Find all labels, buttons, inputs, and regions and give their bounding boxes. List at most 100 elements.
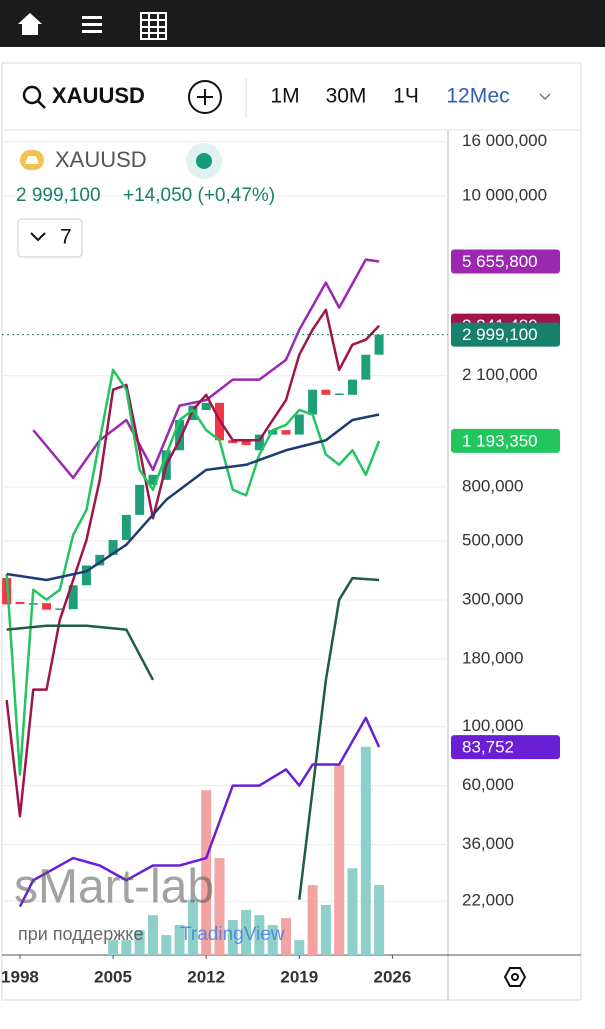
volume-bar — [241, 909, 252, 955]
interval[interactable]: 30M — [326, 85, 367, 108]
candle-body — [361, 354, 371, 380]
x-tick-label: 2019 — [280, 967, 318, 986]
candle-body — [374, 334, 384, 355]
candle-body — [15, 601, 25, 604]
home-icon[interactable] — [18, 13, 42, 35]
interval[interactable]: 1Ч — [393, 85, 419, 108]
y-tick-label: 180,000 — [462, 648, 523, 667]
x-tick-label: 2012 — [187, 967, 225, 986]
dropdown-icon[interactable] — [539, 93, 551, 101]
candle-body — [241, 440, 251, 446]
chart-panel — [1, 62, 582, 1001]
candle-body — [308, 389, 318, 415]
volume-bar — [134, 930, 145, 955]
price-tag-label: 83,752 — [462, 738, 514, 757]
legend-price: 2 999,100 — [16, 185, 101, 206]
volume-bar — [360, 746, 371, 955]
y-tick-label: 500,000 — [462, 531, 523, 550]
candle-body — [108, 540, 118, 555]
y-tick-label: 60,000 — [462, 775, 514, 794]
price-tag — [451, 322, 560, 347]
volume-bar — [147, 915, 158, 955]
indicators-toggle[interactable] — [17, 218, 83, 258]
candle-body — [81, 565, 91, 586]
y-tick-label: 10 000,000 — [462, 185, 547, 204]
candle-body — [42, 603, 52, 610]
interval[interactable]: 1M — [270, 85, 299, 108]
settings-icon[interactable] — [503, 967, 527, 987]
candle-body — [254, 434, 264, 451]
indicator-line — [32, 258, 380, 480]
volume-bar — [374, 885, 385, 955]
indicators-count[interactable]: 7 — [60, 226, 72, 249]
legend-symbol: XAUUSD — [55, 147, 147, 172]
candle-body — [55, 608, 65, 610]
add-button[interactable] — [188, 80, 222, 114]
indicator-line — [18, 716, 381, 908]
volume-bar — [254, 915, 265, 955]
candle-body — [121, 514, 131, 541]
interval-active[interactable]: 12Мес — [446, 85, 509, 108]
candle-body — [347, 379, 357, 395]
volume-bar — [294, 940, 305, 955]
candle-body — [201, 402, 211, 410]
x-tick-label: 2005 — [94, 967, 132, 986]
plot — [2, 141, 448, 959]
y-tick-label: 22,000 — [462, 891, 514, 910]
candle-body — [135, 484, 145, 515]
price-tag — [451, 735, 560, 760]
candle-body — [334, 393, 344, 395]
volume-bar — [161, 935, 172, 955]
x-tick-label: 1998 — [1, 967, 39, 986]
candle-body — [321, 389, 331, 395]
volume-bar — [108, 940, 119, 955]
watermark-provider: TradingView — [180, 924, 285, 945]
candle-body — [148, 474, 158, 485]
candle-body — [68, 585, 78, 610]
price-tag-label: 2 999,100 — [462, 325, 538, 344]
candle-body — [294, 414, 304, 435]
calendar-icon[interactable] — [140, 12, 167, 40]
search-icon[interactable] — [22, 85, 46, 109]
volume-bar — [267, 925, 278, 955]
volume-bar — [214, 858, 225, 955]
volume-bar — [174, 925, 185, 955]
volume-bar — [187, 899, 198, 955]
candle-body — [175, 420, 185, 451]
y-tick-label: 16 000,000 — [462, 131, 547, 150]
watermark-brand: sMart-lab — [14, 861, 214, 914]
menu-icon[interactable] — [82, 16, 102, 33]
volume-bar — [227, 919, 238, 955]
symbol[interactable]: XAUUSD — [52, 83, 145, 108]
chevron — [30, 232, 46, 242]
y-tick-label: 300,000 — [462, 590, 523, 609]
x-tick-label: 2026 — [373, 967, 411, 986]
indicator-line — [298, 576, 380, 900]
y-tick-label: 800,000 — [462, 476, 523, 495]
status-dot — [196, 153, 212, 169]
symbol-icon-bars — [25, 156, 39, 164]
volume-bar — [121, 940, 132, 955]
legend-change: +14,050 (+0,47%) — [123, 185, 275, 206]
y-tick-label: 100,000 — [462, 716, 523, 735]
candle-body — [281, 430, 291, 435]
price-tag-label: 5 655,800 — [462, 252, 538, 271]
candle-body — [228, 440, 238, 444]
price-tag-label: 1 193,350 — [462, 431, 538, 450]
indicator-line — [5, 368, 381, 776]
indicator-line — [6, 624, 155, 681]
candle-body — [95, 554, 105, 566]
volume-bar — [280, 918, 291, 955]
watermark-support: при поддержке — [18, 924, 143, 944]
price-tag — [451, 249, 560, 274]
volume-bar — [201, 790, 212, 955]
price-tag — [451, 428, 560, 453]
indicator-line — [6, 413, 380, 582]
volume-bar — [334, 765, 345, 955]
volume-bar — [307, 885, 318, 955]
volume-bar — [347, 868, 358, 955]
y-tick-label: 36,000 — [462, 834, 514, 853]
y-tick-label: 2 100,000 — [462, 365, 538, 384]
